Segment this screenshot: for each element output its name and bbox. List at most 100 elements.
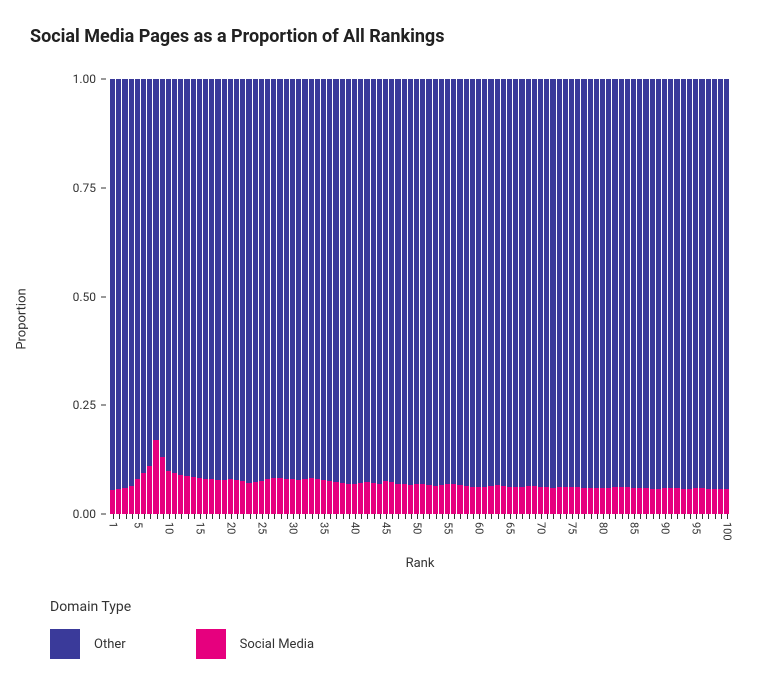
bar-segment-other: [433, 79, 438, 486]
page: Social Media Pages as a Proportion of Al…: [0, 0, 770, 699]
bar-segment-social-media: [259, 481, 264, 514]
bar-segment-other: [712, 79, 717, 489]
bar-segment-other: [302, 79, 307, 479]
x-tick-mark: [622, 514, 623, 519]
x-tick-mark: [336, 514, 337, 519]
bar-segment-social-media: [191, 477, 196, 514]
x-tick-mark: [150, 514, 151, 519]
x-tick-mark: [491, 514, 492, 519]
bar-segment-social-media: [718, 489, 723, 514]
bar-segment-social-media: [172, 473, 177, 514]
legend-item-other: Other: [50, 629, 126, 659]
bar-segment-other: [203, 79, 208, 479]
bar-segment-social-media: [482, 487, 487, 514]
bar-segment-other: [116, 79, 121, 489]
bar-segment-social-media: [563, 487, 568, 514]
y-tick-label: 0.50: [73, 290, 96, 304]
bar-segment-social-media: [277, 478, 282, 514]
bar-segment-other: [259, 79, 264, 481]
bar-segment-other: [160, 79, 165, 457]
y-tick-mark: [101, 296, 106, 297]
bar-segment-other: [513, 79, 518, 487]
bar-segment-other: [284, 79, 289, 479]
x-tick-mark: [411, 514, 412, 519]
legend-label-other: Other: [94, 637, 126, 652]
bar-segment-social-media: [309, 478, 314, 514]
bar-segment-other: [414, 79, 419, 484]
bar-segment-other: [699, 79, 704, 488]
bar-segment-social-media: [420, 484, 425, 514]
x-tick-label: 50: [410, 522, 423, 534]
x-tick-mark: [423, 514, 424, 519]
bar-segment-social-media: [371, 483, 376, 514]
x-tick-mark: [188, 514, 189, 519]
bar-segment-social-media: [513, 487, 518, 514]
bar-segment-other: [147, 79, 152, 466]
bar-segment-other: [488, 79, 493, 486]
bar-segment-social-media: [184, 476, 189, 514]
bar-segment-social-media: [674, 488, 679, 514]
x-tick-mark: [690, 514, 691, 519]
bar-segment-other: [588, 79, 593, 488]
x-tick-mark: [504, 514, 505, 519]
bar-segment-other: [482, 79, 487, 487]
x-tick-mark: [566, 514, 567, 519]
bar-segment-social-media: [495, 485, 500, 514]
bar-segment-other: [718, 79, 723, 489]
x-tick-label: 5: [131, 522, 144, 528]
x-tick-label: 40: [348, 522, 361, 534]
x-tick-mark: [708, 514, 709, 519]
bar-segment-social-media: [290, 479, 295, 514]
x-tick-label: 100: [720, 522, 733, 541]
x-tick-mark: [677, 514, 678, 519]
bar-segment-social-media: [166, 471, 171, 515]
y-tick-label: 1.00: [73, 72, 96, 86]
x-tick-mark: [646, 514, 647, 519]
x-tick-mark: [615, 514, 616, 519]
x-tick-mark: [721, 514, 722, 519]
bar-segment-other: [172, 79, 177, 473]
bar-segment-social-media: [550, 488, 555, 514]
bar-segment-other: [470, 79, 475, 487]
bar-segment-other: [575, 79, 580, 487]
bar-segment-other: [557, 79, 562, 487]
bar-segment-social-media: [656, 489, 661, 514]
x-tick-mark: [361, 514, 362, 519]
legend-items: Other Social Media: [50, 629, 750, 659]
x-tick-label: 90: [658, 522, 671, 534]
bar-segment-social-media: [246, 483, 251, 514]
bar-segment-other: [178, 79, 183, 475]
y-tick-mark: [101, 79, 106, 80]
bar-segment-other: [426, 79, 431, 485]
x-tick-mark: [231, 514, 232, 519]
y-tick-mark: [101, 514, 106, 515]
bar-segment-social-media: [122, 488, 127, 514]
x-tick-label: 55: [441, 522, 454, 534]
bar-segment-social-media: [464, 486, 469, 514]
bar-segment-other: [724, 79, 729, 489]
bar-segment-social-media: [681, 489, 686, 514]
y-tick-mark: [101, 187, 106, 188]
x-tick-mark: [460, 514, 461, 519]
bar-segment-social-media: [575, 487, 580, 514]
bar-segment-other: [383, 79, 388, 481]
bar-segment-social-media: [569, 487, 574, 514]
legend-swatch-social-media: [196, 629, 226, 659]
x-tick-mark: [200, 514, 201, 519]
bar-segment-social-media: [296, 480, 301, 514]
bar-segment-social-media: [160, 457, 165, 514]
bar-segment-social-media: [178, 475, 183, 514]
bar-segment-other: [346, 79, 351, 484]
bar-segment-social-media: [507, 487, 512, 514]
bar-segment-other: [309, 79, 314, 478]
x-tick-mark: [659, 514, 660, 519]
bar-segment-other: [706, 79, 711, 489]
y-tick-label: 0.75: [73, 181, 96, 195]
bar-segment-other: [445, 79, 450, 484]
bar-segment-other: [519, 79, 524, 487]
legend-swatch-other: [50, 629, 80, 659]
x-tick-mark: [429, 514, 430, 519]
bar-segment-other: [476, 79, 481, 487]
bar-segment-other: [265, 79, 270, 479]
x-tick-mark: [684, 514, 685, 519]
